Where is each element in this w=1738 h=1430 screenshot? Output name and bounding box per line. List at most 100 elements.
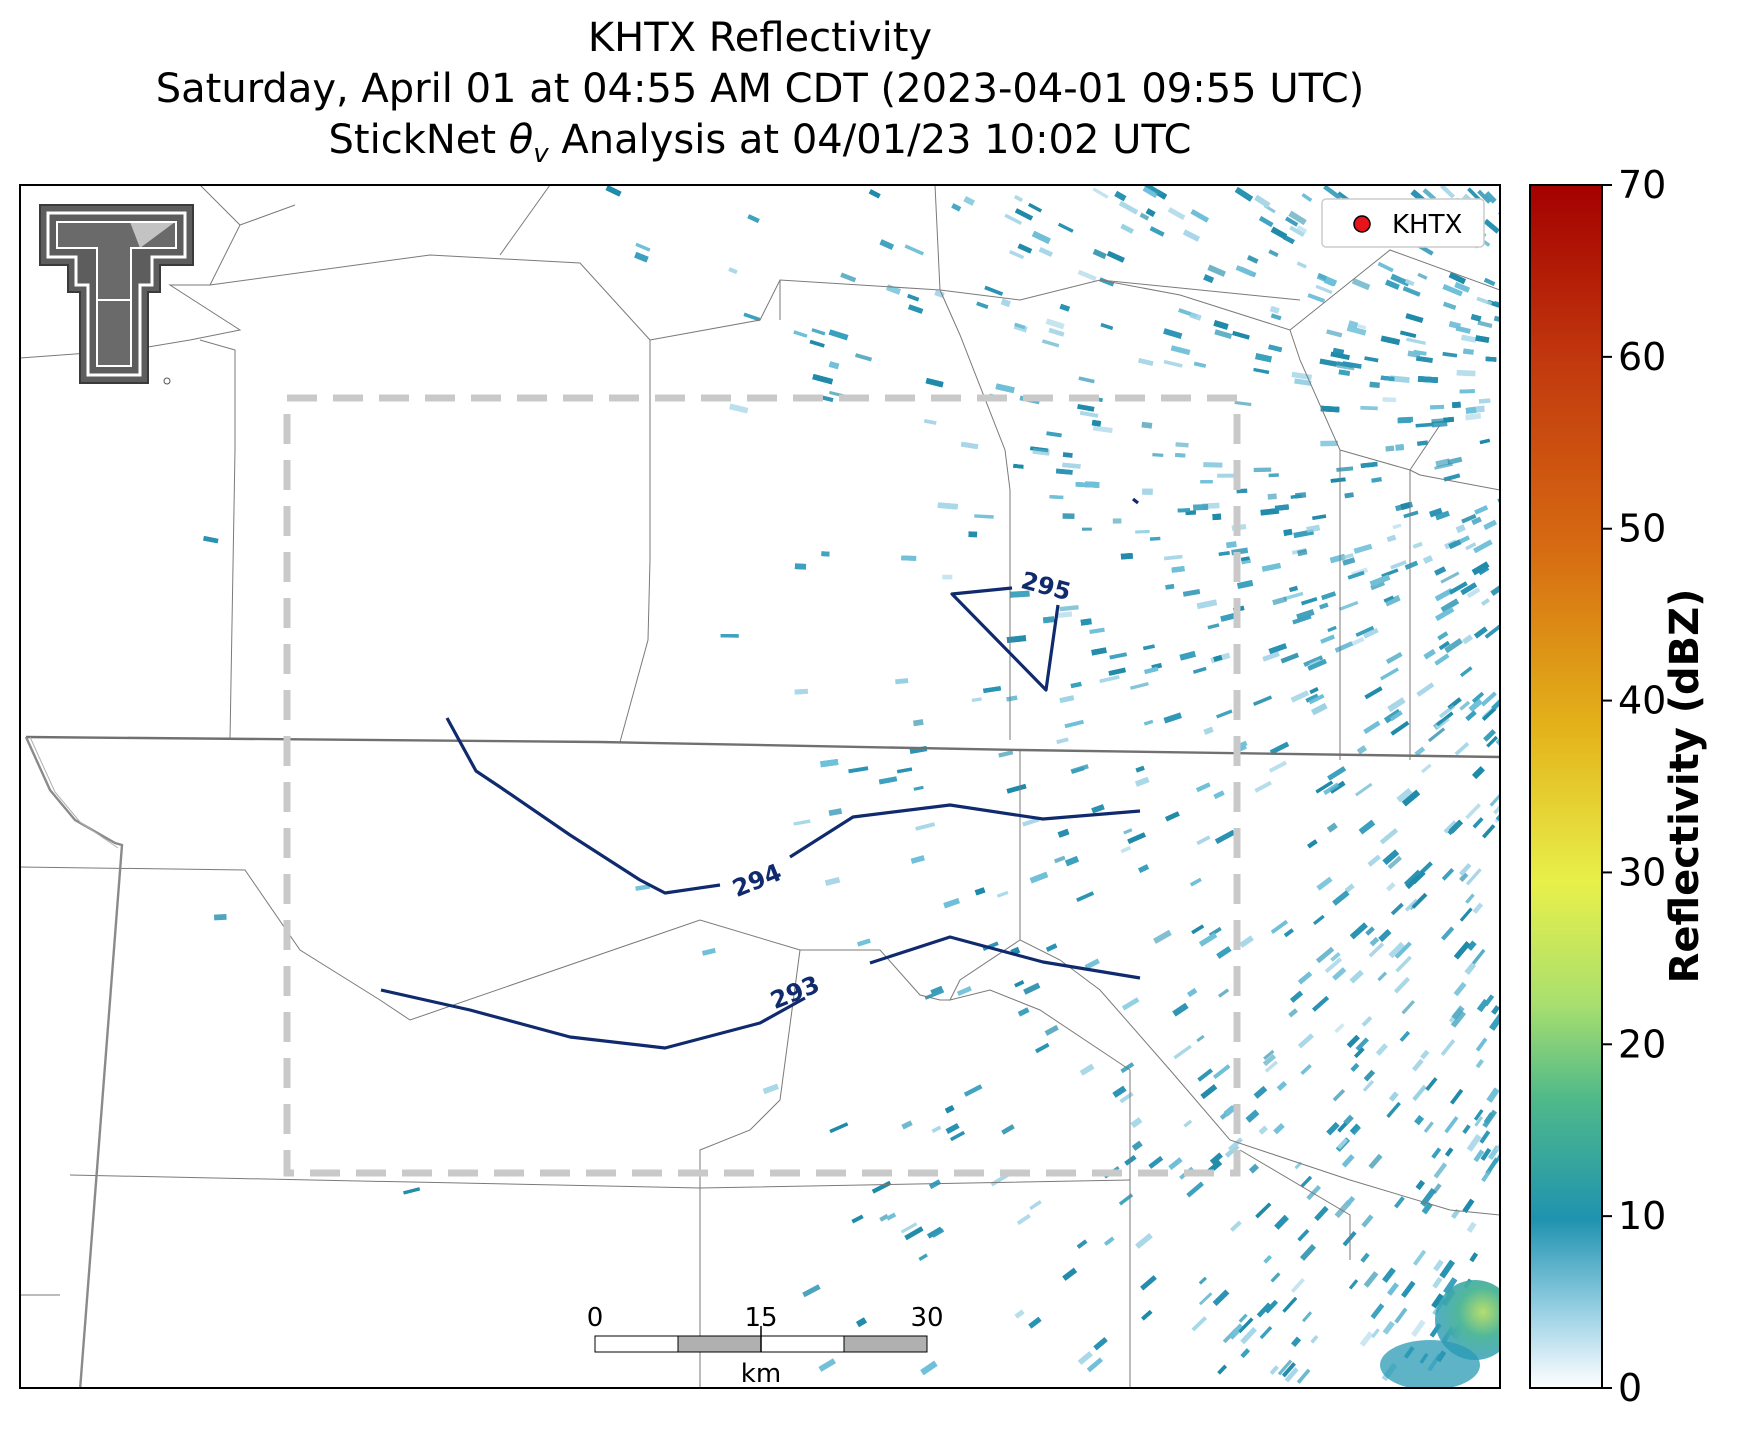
echo-speckle: [1077, 269, 1097, 282]
echo-speckle: [1395, 955, 1412, 973]
echo-speckle: [1288, 210, 1307, 226]
echo-speckle: [1451, 1005, 1465, 1020]
echo-speckle: [1462, 1198, 1475, 1213]
echo-speckle: [1245, 1109, 1260, 1123]
echo-speckle: [1345, 1196, 1356, 1206]
echo-speckle: [1112, 1085, 1127, 1098]
echo-speckle: [1177, 508, 1190, 513]
echo-speckle: [1330, 351, 1350, 360]
echo-speckle: [1268, 473, 1279, 478]
echo-speckle: [1498, 209, 1500, 227]
echo-speckle: [974, 887, 986, 896]
echo-speckle: [1062, 462, 1081, 469]
echo-speckle: [1129, 681, 1149, 690]
echo-speckle: [818, 1358, 836, 1372]
echo-speckle: [1099, 277, 1115, 287]
echo-speckle: [1135, 776, 1150, 787]
echo-speckle: [1365, 926, 1375, 936]
echo-speckle: [963, 1084, 983, 1097]
echo-speckle: [1396, 788, 1413, 803]
theta-v-contours: [380, 497, 1141, 1050]
echo-speckle: [971, 697, 982, 702]
echo-speckle: [1006, 783, 1027, 794]
echo-speckle: [702, 948, 716, 956]
echo-speckle: [1048, 327, 1065, 337]
echo-speckle: [1417, 272, 1428, 280]
echo-speckle: [976, 301, 989, 309]
echo-speckle: [1288, 1008, 1298, 1018]
echo-speckle: [1306, 524, 1321, 533]
echo-speckle: [1474, 626, 1488, 639]
echo-speckle: [1448, 581, 1468, 595]
echo-speckle: [1108, 667, 1126, 676]
colorbar-tick-label: 0: [1618, 1366, 1642, 1410]
echo-speckle: [1394, 941, 1412, 959]
echo-speckle: [1460, 666, 1473, 677]
echo-speckle: [1165, 584, 1175, 590]
echo-speckle: [1270, 313, 1282, 321]
echo-speckle: [1434, 566, 1447, 576]
echo-speckle: [1472, 817, 1484, 829]
echo-speckle: [1379, 828, 1398, 845]
map-title: KHTX Reflectivity: [587, 15, 933, 61]
echo-cell-core: [1435, 1280, 1500, 1360]
echo-speckle: [1367, 854, 1381, 867]
echo-speckle: [794, 688, 808, 695]
echo-speckle: [1435, 458, 1451, 468]
echo-speckle: [1387, 1282, 1399, 1296]
echo-speckle: [1442, 351, 1458, 358]
echo-speckle: [1145, 208, 1156, 217]
echo-speckle: [1448, 272, 1466, 285]
echo-speckle: [929, 1179, 941, 1189]
state-boundary: [25, 735, 1500, 759]
echo-speckle: [1268, 344, 1283, 353]
echo-speckle: [913, 785, 924, 791]
echo-speckle: [1498, 209, 1500, 227]
echo-speckle: [1270, 1272, 1281, 1283]
echo-speckle: [1493, 315, 1500, 325]
echo-speckle: [1283, 591, 1304, 601]
echo-speckle: [1038, 247, 1053, 257]
echo-speckle: [904, 1226, 924, 1241]
echo-speckle: [1462, 1124, 1471, 1134]
echo-speckle: [1234, 186, 1254, 202]
colorbar-tick-label: 20: [1618, 1022, 1666, 1066]
echo-speckle: [1477, 320, 1493, 329]
echo-speckle: [1459, 872, 1469, 882]
echo-speckle: [1028, 202, 1042, 213]
map-subtitle-analysis: StickNet θv Analysis at 04/01/23 10:02 U…: [0, 118, 1520, 176]
scale-tick-15: 15: [744, 1303, 777, 1333]
echo-speckle: [1305, 693, 1319, 703]
echo-cell-tail: [1380, 1340, 1480, 1388]
echo-speckle: [634, 251, 649, 263]
echo-speckle: [924, 419, 937, 425]
echo-speckle: [743, 312, 761, 322]
echo-speckle: [1055, 468, 1073, 475]
echo-speckle: [1326, 329, 1343, 338]
echo-speckle: [1006, 635, 1027, 644]
echo-speckle: [1332, 890, 1350, 906]
echo-speckle: [1414, 746, 1426, 757]
echo-speckle: [821, 551, 830, 557]
echo-speckle: [1344, 883, 1355, 893]
echo-speckle: [1307, 293, 1326, 303]
echo-speckle: [1209, 1152, 1223, 1165]
echo-speckle: [1004, 213, 1022, 225]
echo-speckle: [927, 1226, 943, 1239]
echo-speckle: [1207, 623, 1220, 630]
echo-speckle: [1062, 1267, 1078, 1281]
echo-speckle: [1023, 982, 1041, 995]
echo-speckle: [1387, 855, 1403, 870]
echo-speckle: [1182, 229, 1200, 242]
echo-speckle: [1123, 828, 1133, 835]
echo-speckle: [1253, 1085, 1268, 1099]
echo-speckle: [1369, 381, 1380, 389]
echo-speckle: [1473, 539, 1493, 554]
echo-speckle: [1472, 691, 1485, 703]
echo-speckle: [1383, 595, 1394, 603]
echo-speckle: [1384, 595, 1401, 607]
echo-speckle: [1120, 845, 1132, 854]
echo-speckle: [1076, 891, 1094, 902]
echo-speckle: [1415, 1180, 1425, 1190]
echo-speckle: [1230, 1220, 1242, 1232]
